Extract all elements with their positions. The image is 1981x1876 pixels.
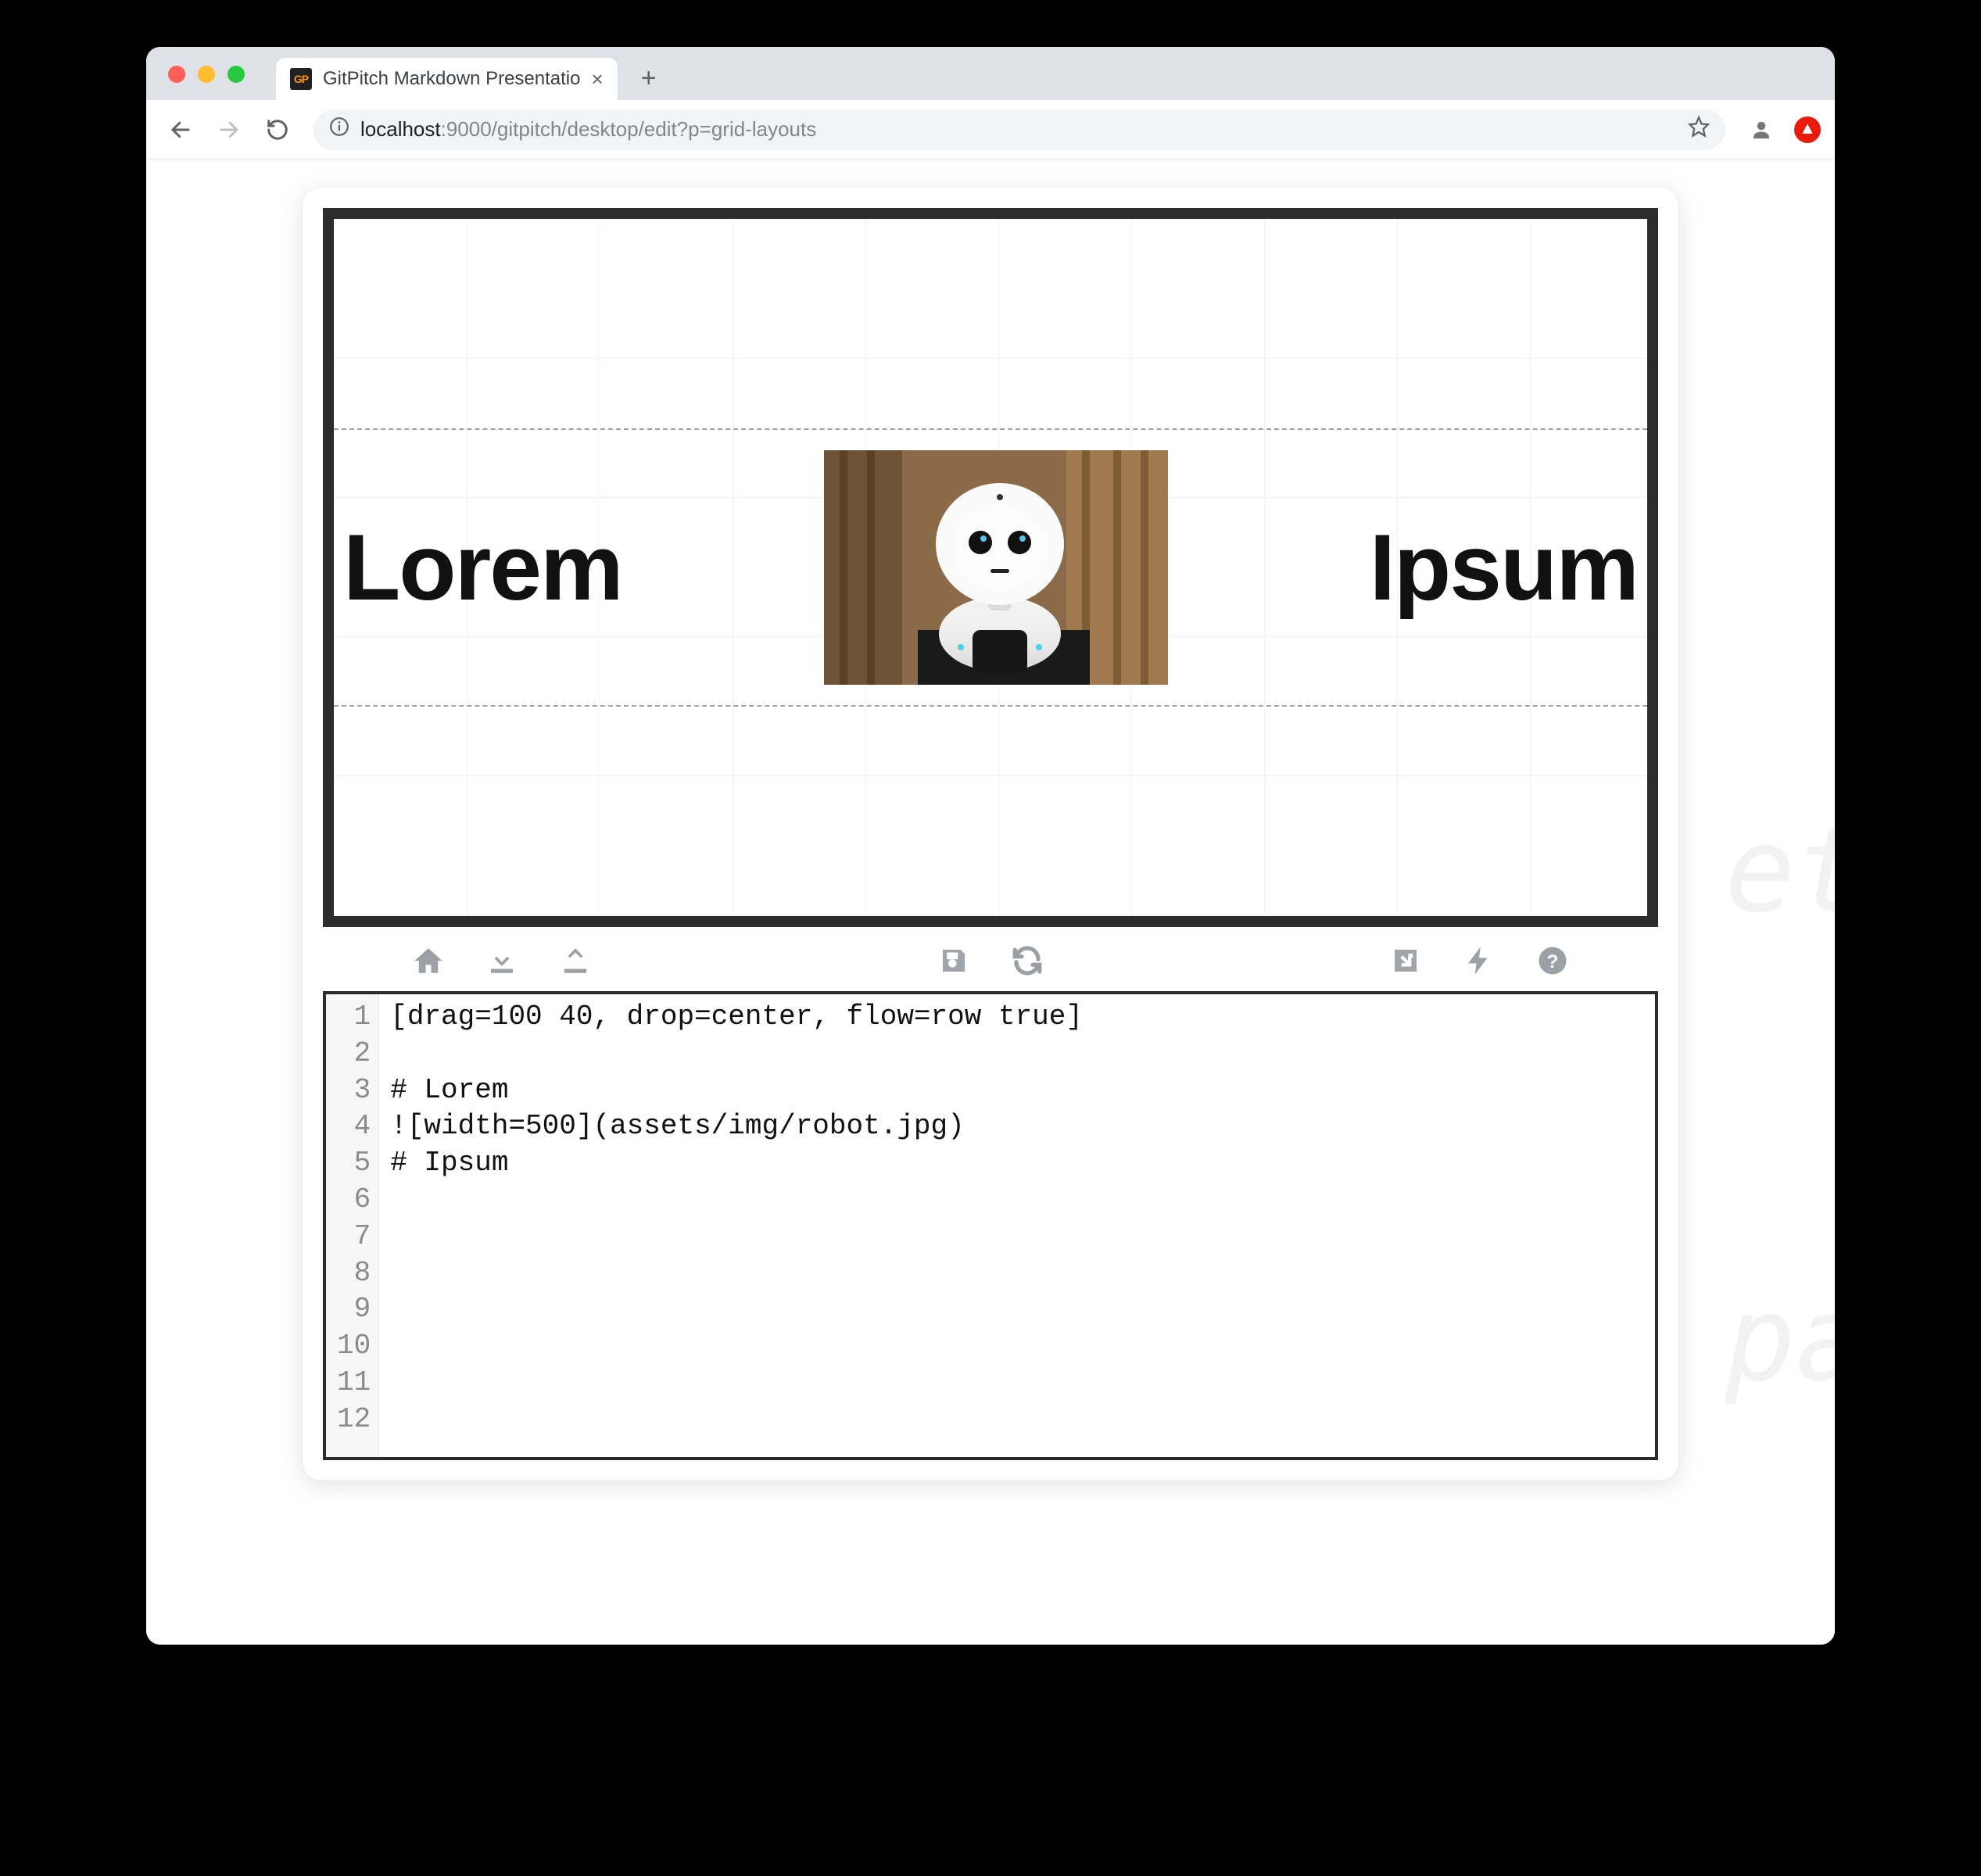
bolt-icon[interactable] bbox=[1460, 941, 1499, 980]
tab-favicon: GP bbox=[290, 68, 312, 90]
address-path: :9000/gitpitch/desktop/edit?p=grid-layou… bbox=[441, 117, 817, 141]
browser-tab[interactable]: GP GitPitch Markdown Presentatio × bbox=[276, 58, 618, 100]
tab-strip: GP GitPitch Markdown Presentatio × + bbox=[146, 47, 1835, 100]
slide-drop-zone: Lorem bbox=[334, 428, 1647, 707]
toolbar-group-left bbox=[409, 941, 595, 980]
browser-window: GP GitPitch Markdown Presentatio × + loc… bbox=[146, 47, 1835, 1645]
nav-forward-button[interactable] bbox=[209, 109, 249, 150]
tab-title: GitPitch Markdown Presentatio bbox=[323, 68, 580, 90]
traffic-lights bbox=[168, 66, 245, 83]
code-editor[interactable]: 1 2 3 4 5 6 7 8 9 10 11 12 [drag=100 40,… bbox=[323, 991, 1658, 1460]
nav-bar: localhost:9000/gitpitch/desktop/edit?p=g… bbox=[146, 100, 1835, 159]
gitpitch-app-card: Lorem bbox=[303, 188, 1678, 1480]
slide-preview: Lorem bbox=[323, 208, 1658, 927]
window-maximize-button[interactable] bbox=[227, 66, 245, 83]
address-url: localhost:9000/gitpitch/desktop/edit?p=g… bbox=[360, 117, 1677, 141]
nav-back-button[interactable] bbox=[160, 109, 201, 150]
page-viewport: et pa ar d ( Lorem bbox=[146, 159, 1835, 1645]
address-bar[interactable]: localhost:9000/gitpitch/desktop/edit?p=g… bbox=[313, 109, 1725, 150]
save-icon[interactable] bbox=[934, 941, 973, 980]
profile-icon[interactable] bbox=[1741, 109, 1782, 150]
bookmark-star-icon[interactable] bbox=[1688, 116, 1710, 143]
slide-image bbox=[824, 450, 1168, 685]
help-icon[interactable]: ? bbox=[1533, 941, 1572, 980]
background-decor-text: et pa ar d ( bbox=[1654, 754, 1835, 1645]
toolbar-group-center bbox=[934, 941, 1047, 980]
editor-toolbar: ? bbox=[323, 927, 1658, 991]
new-tab-button[interactable]: + bbox=[632, 61, 666, 95]
site-info-icon[interactable] bbox=[329, 116, 349, 142]
upload-icon[interactable] bbox=[556, 941, 595, 980]
toolbar-group-right: ? bbox=[1386, 941, 1572, 980]
address-host: localhost bbox=[360, 117, 441, 141]
editor-gutter: 1 2 3 4 5 6 7 8 9 10 11 12 bbox=[326, 994, 379, 1457]
download-icon[interactable] bbox=[482, 941, 521, 980]
window-close-button[interactable] bbox=[168, 66, 185, 83]
tab-close-icon[interactable]: × bbox=[591, 69, 603, 89]
window-minimize-button[interactable] bbox=[198, 66, 215, 83]
slide-heading-right: Ipsum bbox=[1370, 514, 1638, 621]
extension-badge[interactable] bbox=[1794, 116, 1821, 143]
editor-code[interactable]: [drag=100 40, drop=center, flow=row true… bbox=[379, 994, 1655, 1457]
slide-heading-left: Lorem bbox=[343, 514, 622, 621]
svg-text:?: ? bbox=[1547, 951, 1559, 972]
home-icon[interactable] bbox=[409, 941, 448, 980]
nav-reload-button[interactable] bbox=[257, 109, 298, 150]
refresh-icon[interactable] bbox=[1008, 941, 1047, 980]
expand-icon[interactable] bbox=[1386, 941, 1425, 980]
